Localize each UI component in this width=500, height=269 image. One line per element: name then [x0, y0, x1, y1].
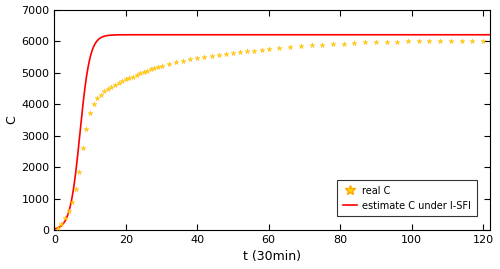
Point [200, 55, 208, 59]
Point [236, 50, 244, 54]
Point [193, 56, 201, 60]
Point [329, 42, 337, 46]
X-axis label: t (30min): t (30min) [244, 250, 302, 263]
Point [186, 57, 194, 62]
Point [93, 95, 101, 100]
Point [436, 39, 444, 43]
Point [114, 80, 122, 85]
Point [372, 40, 380, 44]
Point [68, 200, 76, 204]
Point [90, 102, 98, 106]
Point [318, 43, 326, 47]
Point [129, 75, 137, 79]
Point [340, 41, 347, 46]
Legend: real C, estimate C under I-SFI: real C, estimate C under I-SFI [336, 180, 476, 216]
Point [104, 87, 112, 91]
Point [140, 70, 147, 75]
Point [136, 71, 144, 76]
Point [132, 73, 140, 77]
Point [111, 82, 119, 87]
Point [79, 146, 87, 150]
Point [404, 39, 412, 44]
Point [108, 84, 116, 89]
Point [72, 187, 80, 191]
Point [222, 52, 230, 56]
Point [158, 63, 166, 68]
Point [415, 39, 423, 43]
Point [297, 44, 305, 48]
Point [264, 47, 272, 51]
Point [86, 111, 94, 116]
Point [350, 41, 358, 45]
Y-axis label: C: C [6, 115, 18, 124]
Point [382, 40, 390, 44]
Point [214, 53, 222, 57]
Point [286, 45, 294, 49]
Point [126, 76, 134, 80]
Point [250, 48, 258, 53]
Point [479, 38, 487, 43]
Point [244, 49, 252, 54]
Point [150, 66, 158, 70]
Point [100, 89, 108, 94]
Point [172, 60, 180, 64]
Point [308, 43, 316, 48]
Point [61, 216, 69, 221]
Point [394, 39, 402, 44]
Point [258, 48, 266, 52]
Point [458, 39, 466, 43]
Point [361, 40, 369, 45]
Point [208, 54, 216, 58]
Point [58, 222, 66, 226]
Point [147, 67, 155, 72]
Point [426, 39, 434, 43]
Point [143, 69, 151, 73]
Point [122, 77, 130, 82]
Point [118, 79, 126, 83]
Point [468, 39, 476, 43]
Point [82, 127, 90, 131]
Point [229, 51, 237, 55]
Point [164, 62, 172, 66]
Point [154, 65, 162, 69]
Point [76, 170, 84, 174]
Point [97, 93, 105, 97]
Point [54, 225, 62, 230]
Point [179, 58, 187, 63]
Point [276, 46, 283, 50]
Point [64, 209, 72, 213]
Point [447, 39, 455, 43]
